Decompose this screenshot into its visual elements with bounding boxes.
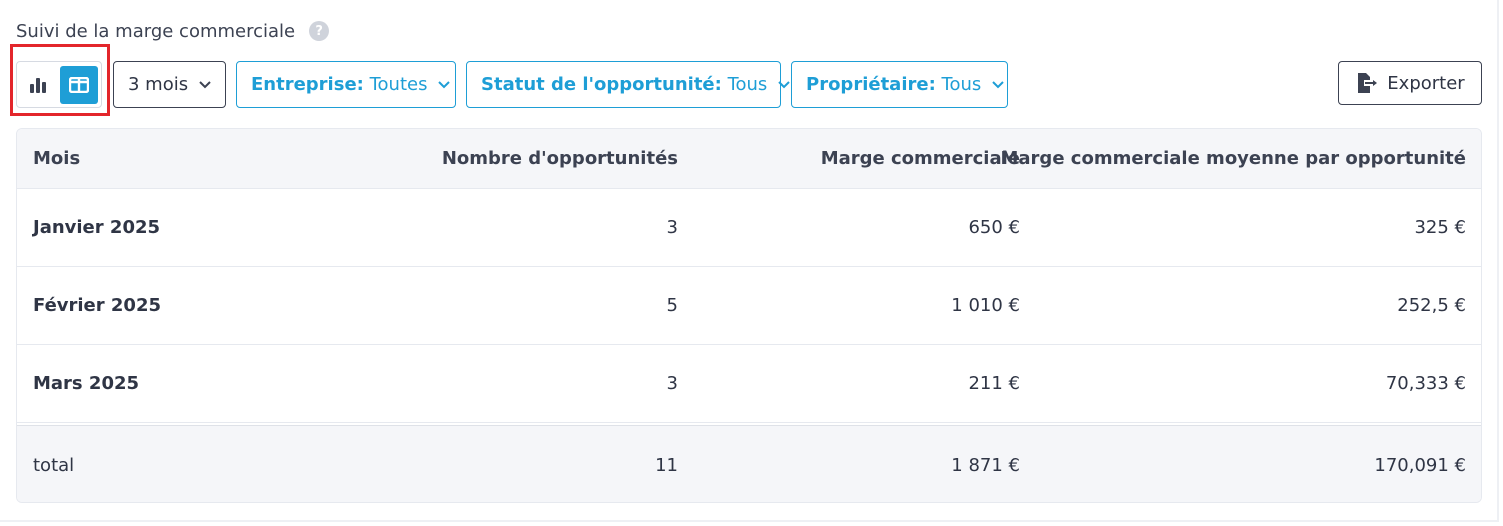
cell-avg-margin: 70,333 € bbox=[1385, 373, 1466, 394]
opportunity-status-filter-dropdown[interactable]: Statut de l'opportunité: Tous bbox=[466, 61, 791, 108]
cell-month: Février 2025 bbox=[33, 295, 162, 316]
total-margin: 1 871 € bbox=[951, 454, 1020, 476]
total-avg-margin: 170,091 € bbox=[1374, 454, 1466, 476]
cell-margin: 211 € bbox=[968, 373, 1020, 394]
view-toggle bbox=[16, 61, 102, 108]
cell-opportunities: 3 bbox=[666, 217, 678, 238]
chevron-down-icon bbox=[198, 80, 212, 90]
table-row: Mars 2025 3 211 € 70,333 € bbox=[17, 345, 1481, 423]
period-dropdown[interactable]: 3 mois bbox=[113, 61, 226, 108]
filter-key: Entreprise: bbox=[251, 74, 364, 95]
owner-filter-dropdown[interactable]: Propriétaire: Tous bbox=[791, 61, 1008, 108]
chevron-down-icon bbox=[437, 80, 451, 90]
cell-avg-margin: 325 € bbox=[1414, 217, 1466, 238]
table-header-row: Mois Nombre d'opportunités Marge commerc… bbox=[17, 129, 1481, 189]
export-button[interactable]: Exporter bbox=[1338, 61, 1482, 105]
filter-value: Tous bbox=[721, 74, 768, 95]
table-row: Janvier 2025 3 650 € 325 € bbox=[17, 189, 1481, 267]
help-icon[interactable]: ? bbox=[309, 21, 330, 41]
filter-key: Propriétaire: bbox=[806, 74, 936, 95]
cell-opportunities: 3 bbox=[666, 373, 678, 394]
period-label: 3 mois bbox=[128, 74, 189, 95]
cell-opportunities: 5 bbox=[666, 295, 678, 316]
margin-table: Mois Nombre d'opportunités Marge commerc… bbox=[16, 128, 1482, 503]
widget-header: Suivi de la marge commerciale ? bbox=[16, 18, 330, 44]
table-icon bbox=[69, 77, 89, 93]
cell-margin: 1 010 € bbox=[951, 295, 1020, 316]
total-label: total bbox=[33, 454, 75, 476]
chevron-down-icon bbox=[777, 80, 791, 90]
bar-chart-icon bbox=[30, 78, 46, 93]
company-filter-dropdown[interactable]: Entreprise: Toutes bbox=[236, 61, 456, 108]
table-row: Février 2025 5 1 010 € 252,5 € bbox=[17, 267, 1481, 345]
column-header-month[interactable]: Mois bbox=[33, 148, 81, 169]
cell-margin: 650 € bbox=[968, 217, 1020, 238]
filter-value: Toutes bbox=[363, 74, 428, 95]
column-header-opportunities[interactable]: Nombre d'opportunités bbox=[441, 148, 678, 169]
view-toggle-highlight bbox=[10, 44, 110, 116]
table-view-button[interactable] bbox=[60, 66, 98, 104]
chart-view-button[interactable] bbox=[19, 66, 57, 104]
widget-title: Suivi de la marge commerciale bbox=[16, 20, 296, 42]
toolbar: 3 mois Entreprise: Toutes Statut de l'op… bbox=[16, 61, 1482, 108]
file-export-icon bbox=[1355, 72, 1378, 94]
cell-month: Mars 2025 bbox=[33, 373, 140, 394]
filter-key: Statut de l'opportunité: bbox=[481, 74, 722, 95]
chevron-down-icon bbox=[991, 80, 1005, 90]
total-opportunities: 11 bbox=[655, 454, 678, 476]
cell-month: Janvier 2025 bbox=[33, 217, 161, 238]
column-header-avg-margin[interactable]: Marge commerciale moyenne par opportunit… bbox=[1000, 148, 1467, 169]
cell-avg-margin: 252,5 € bbox=[1397, 295, 1466, 316]
column-header-margin[interactable]: Marge commerciale bbox=[820, 148, 1020, 169]
export-label: Exporter bbox=[1387, 72, 1465, 94]
table-total-row: total 11 1 871 € 170,091 € bbox=[17, 425, 1481, 502]
filter-value: Tous bbox=[935, 74, 982, 95]
